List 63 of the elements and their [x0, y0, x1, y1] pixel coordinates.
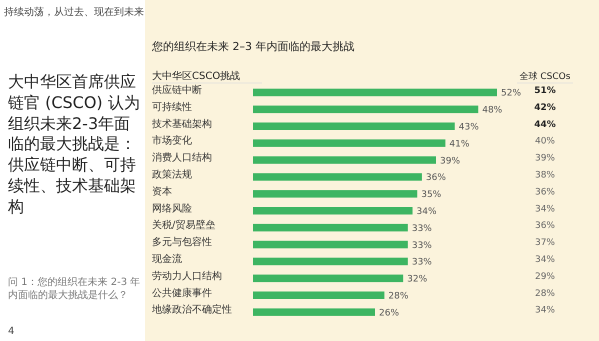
y-tick-label: 劳动力人口结构	[152, 270, 222, 282]
data-label: 43%	[458, 122, 480, 132]
text: 持续动荡，从过去、现在到未来	[4, 6, 145, 19]
y-tick-label: 市场变化	[152, 134, 192, 147]
data-label: 39%	[534, 154, 556, 164]
bar	[253, 156, 436, 164]
data-label: 26%	[379, 308, 400, 318]
data-label: 35%	[421, 190, 442, 200]
y-axis-title: 大中华区CSCO挑战	[152, 70, 240, 82]
y-tick-label: 现金流	[152, 253, 182, 265]
y-tick-label: 关税/贸易壁垒	[152, 219, 216, 232]
data-label: 34%	[534, 255, 556, 265]
y-tick-label: 技术基础架构	[151, 118, 212, 130]
data-label: 44%	[534, 120, 556, 130]
y-tick-label: 资本	[152, 185, 172, 198]
data-label: 48%	[482, 106, 503, 116]
data-label: 41%	[449, 139, 470, 150]
data-label: 40%	[534, 136, 556, 147]
y-tick-label: 多元与包容性	[152, 236, 212, 248]
bar	[253, 274, 404, 282]
data-label: 34%	[534, 204, 556, 214]
bar	[253, 308, 375, 316]
data-label: 38%	[534, 170, 556, 180]
bar	[253, 292, 384, 299]
data-label: 33%	[412, 224, 432, 234]
data-label: 42%	[534, 102, 556, 113]
text: 大中华区首席供应链官 (CSCO) 认为组织未来2-3年面临的最大挑战是：供应链中断、可持续性、技术基础架构	[8, 72, 141, 218]
y-tick-label: 网络风险	[152, 202, 192, 214]
data-label: 36%	[534, 221, 556, 232]
text: 全球 CSCOs	[520, 71, 571, 82]
bar	[253, 88, 497, 96]
bar	[253, 207, 413, 214]
bar	[253, 258, 408, 266]
data-label: 34%	[534, 306, 556, 316]
y-tick-label: 政策法规	[152, 168, 192, 180]
bar	[253, 240, 408, 248]
y-tick-label: 可持续性	[152, 100, 192, 113]
data-label: 37%	[534, 238, 556, 248]
bar	[253, 173, 422, 181]
data-label: 39%	[440, 156, 460, 166]
bar	[253, 224, 408, 232]
data-label: 52%	[501, 88, 522, 99]
y-tick-label: 供应链中断	[152, 84, 202, 96]
data-label: 36%	[426, 173, 446, 184]
data-label: 51%	[534, 86, 556, 96]
data-label: 33%	[412, 258, 432, 268]
y-tick-label: 消费人口结构	[152, 152, 212, 164]
chart-title: 您的组织在未来 2–3 年内面临的最大挑战	[151, 40, 354, 53]
data-label: 34%	[416, 207, 437, 217]
text: 4	[8, 325, 16, 338]
data-label: 36%	[534, 187, 556, 198]
data-label: 28%	[388, 292, 409, 302]
text: 问 1：您的组织在未来 2-3 年内面临的最大挑战是什么？	[8, 276, 142, 302]
data-label: 33%	[412, 240, 432, 251]
y-tick-label: 地缘政治不确定性	[151, 304, 232, 316]
bar	[253, 122, 455, 130]
data-label: 28%	[534, 288, 556, 299]
y-tick-label: 公共健康事件	[152, 286, 212, 299]
data-label: 32%	[407, 274, 428, 285]
bar	[253, 106, 478, 114]
bar	[253, 139, 446, 147]
bar	[253, 190, 418, 198]
data-label: 29%	[534, 272, 556, 282]
